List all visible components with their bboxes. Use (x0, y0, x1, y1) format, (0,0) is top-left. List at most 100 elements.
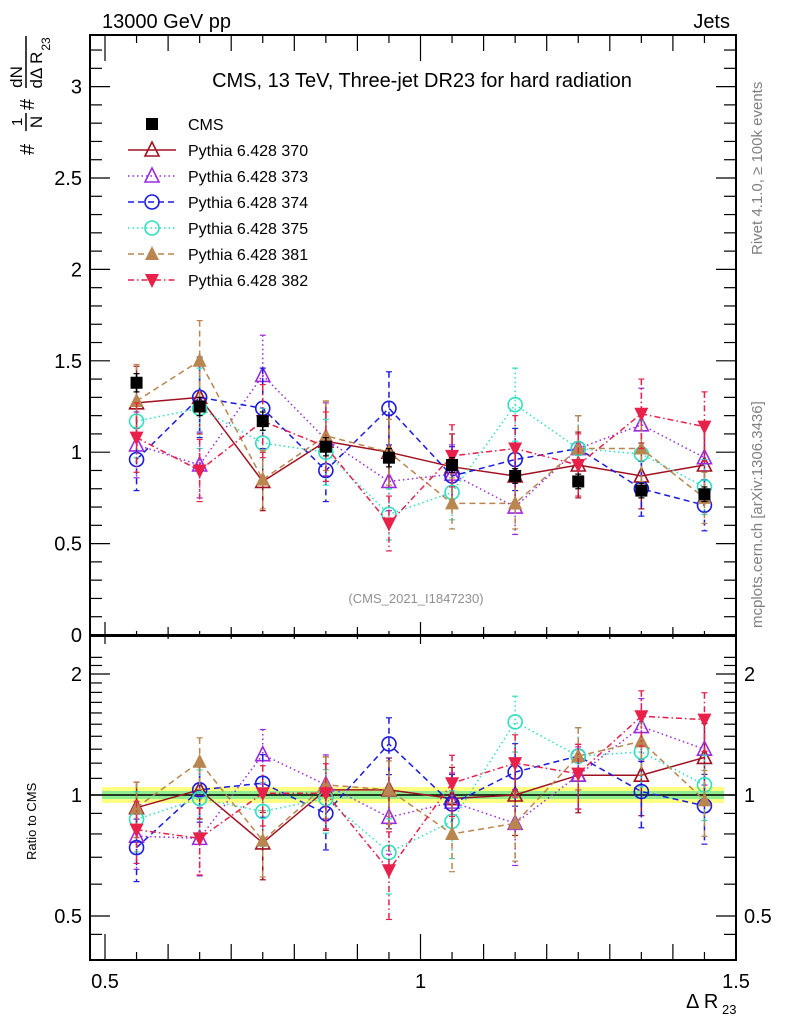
legend-label: Pythia 6.428 374 (188, 195, 308, 212)
ylabel-den2: dΔ R (27, 52, 46, 89)
ratio-data-point (697, 713, 712, 728)
ratio-data-point (318, 787, 333, 802)
legend-label: CMS (188, 117, 224, 134)
ratio-data-point (192, 832, 207, 847)
legend-label: Pythia 6.428 373 (188, 169, 308, 186)
main-ytick-label: 1.5 (54, 351, 82, 373)
main-ytick-label: 2 (71, 259, 82, 281)
legend-item: Pythia 6.428 373 (128, 166, 308, 186)
ratio-data-point (381, 736, 397, 752)
ratio-series-pythia-6-428-382 (129, 690, 712, 921)
ratio-data-point (129, 823, 144, 838)
data-point (635, 484, 648, 497)
ratio-ytick-label-right: 2 (744, 664, 755, 686)
ratio-y-axis-label: Ratio to CMS (24, 782, 39, 860)
ratio-ytick-label-right: 0.5 (744, 906, 772, 928)
ratio-data-point (128, 839, 145, 856)
data-point (192, 352, 207, 367)
mcplots-note: mcplots.cern.ch [arXiv:1306.3436] (749, 401, 766, 628)
ratio-xtick-label: 1 (415, 971, 426, 993)
ratio-series-line (136, 756, 705, 844)
series-pythia-6-428-374 (128, 356, 713, 532)
ratio-ytick-label-left: 0.5 (54, 906, 82, 928)
main-panel-frame (89, 34, 737, 636)
ratio-data-point (634, 710, 649, 725)
legend-item: CMS (146, 117, 224, 134)
data-point (130, 376, 143, 389)
legend-item: Pythia 6.428 381 (128, 246, 308, 264)
ratio-data-point (192, 753, 207, 768)
ylabel-sub: 23 (39, 37, 53, 51)
data-point (571, 458, 586, 473)
rivet-note: Rivet 4.1.0, ≥ 100k events (749, 82, 766, 255)
data-point (192, 464, 207, 479)
ratio-data-point (445, 777, 460, 792)
series-pythia-6-428-370 (128, 360, 713, 512)
data-point (129, 431, 144, 446)
legend-marker-swatch (143, 140, 161, 157)
legend-marker-swatch (145, 246, 159, 260)
ratio-data-point (571, 767, 586, 782)
ratio-data-point (254, 803, 271, 820)
data-point (507, 396, 523, 413)
ratio-series-line (136, 715, 705, 872)
data-point (445, 449, 460, 464)
main-title: CMS, 13 TeV, Three-jet DR23 for hard rad… (212, 70, 632, 92)
legend-label: Pythia 6.428 381 (188, 247, 308, 264)
legend-marker-swatch (146, 118, 158, 130)
ratio-data-point (506, 785, 524, 802)
data-point (697, 420, 712, 435)
series-line (136, 359, 705, 505)
main-y-axis-label: # 1 N # dN dΔ R 23 (7, 36, 53, 155)
legend-marker-swatch (144, 194, 160, 210)
main-axes: 0 0.5 1 1.5 2 2.5 3 (54, 35, 737, 647)
data-point (380, 471, 398, 489)
ratio-data-point (255, 832, 270, 847)
x-axis-label-sub: 23 (722, 1002, 736, 1017)
ratio-data-point (508, 815, 523, 830)
ratio-xtick-label: 1.5 (722, 971, 750, 993)
data-point (381, 400, 397, 417)
data-point (319, 440, 332, 453)
data-point (696, 447, 713, 465)
data-point (508, 495, 523, 510)
ratio-ytick-label-right: 1 (744, 785, 755, 807)
series-cms (130, 372, 711, 503)
legend-marker-swatch (145, 274, 159, 288)
main-ytick-label: 0.5 (54, 534, 82, 556)
beam-label: 13000 GeV pp (102, 11, 231, 33)
data-point (509, 469, 522, 482)
ratio-data-point (571, 748, 586, 763)
x-axis-label: Δ R (686, 991, 718, 1013)
data-point (445, 495, 460, 510)
series-line (136, 396, 705, 483)
ratio-data-point (507, 714, 523, 730)
axes-frames (89, 34, 737, 961)
ratio-data-point (255, 787, 270, 802)
data-point (508, 442, 523, 457)
ratio-data-point (445, 825, 460, 840)
ratio-xtick-label: 0.5 (91, 971, 119, 993)
category-label: Jets (693, 11, 730, 33)
data-point (381, 517, 396, 532)
ratio-ytick-label-left: 2 (71, 664, 82, 686)
data-point (572, 475, 585, 488)
series-pythia-6-428-382 (129, 378, 712, 552)
ratio-data-point (191, 790, 208, 807)
series-line (136, 413, 705, 525)
legend-label: Pythia 6.428 382 (188, 273, 308, 290)
ratio-data-point (633, 783, 650, 800)
ratio-series-line (136, 740, 705, 842)
legend: CMS Pythia 6.428 370 Pythia 6.428 373 Pythi… (128, 117, 308, 290)
ylabel-num1: 1 (9, 118, 26, 126)
data-point (634, 407, 649, 422)
ratio-series-group (128, 690, 713, 921)
series-line (136, 396, 705, 506)
ratio-data-point (697, 792, 712, 807)
main-ytick-label: 0 (71, 625, 82, 647)
data-point (698, 488, 711, 501)
ratio-data-point (508, 757, 523, 772)
legend-item: Pythia 6.428 375 (128, 220, 308, 238)
legend-item: Pythia 6.428 370 (128, 140, 308, 160)
